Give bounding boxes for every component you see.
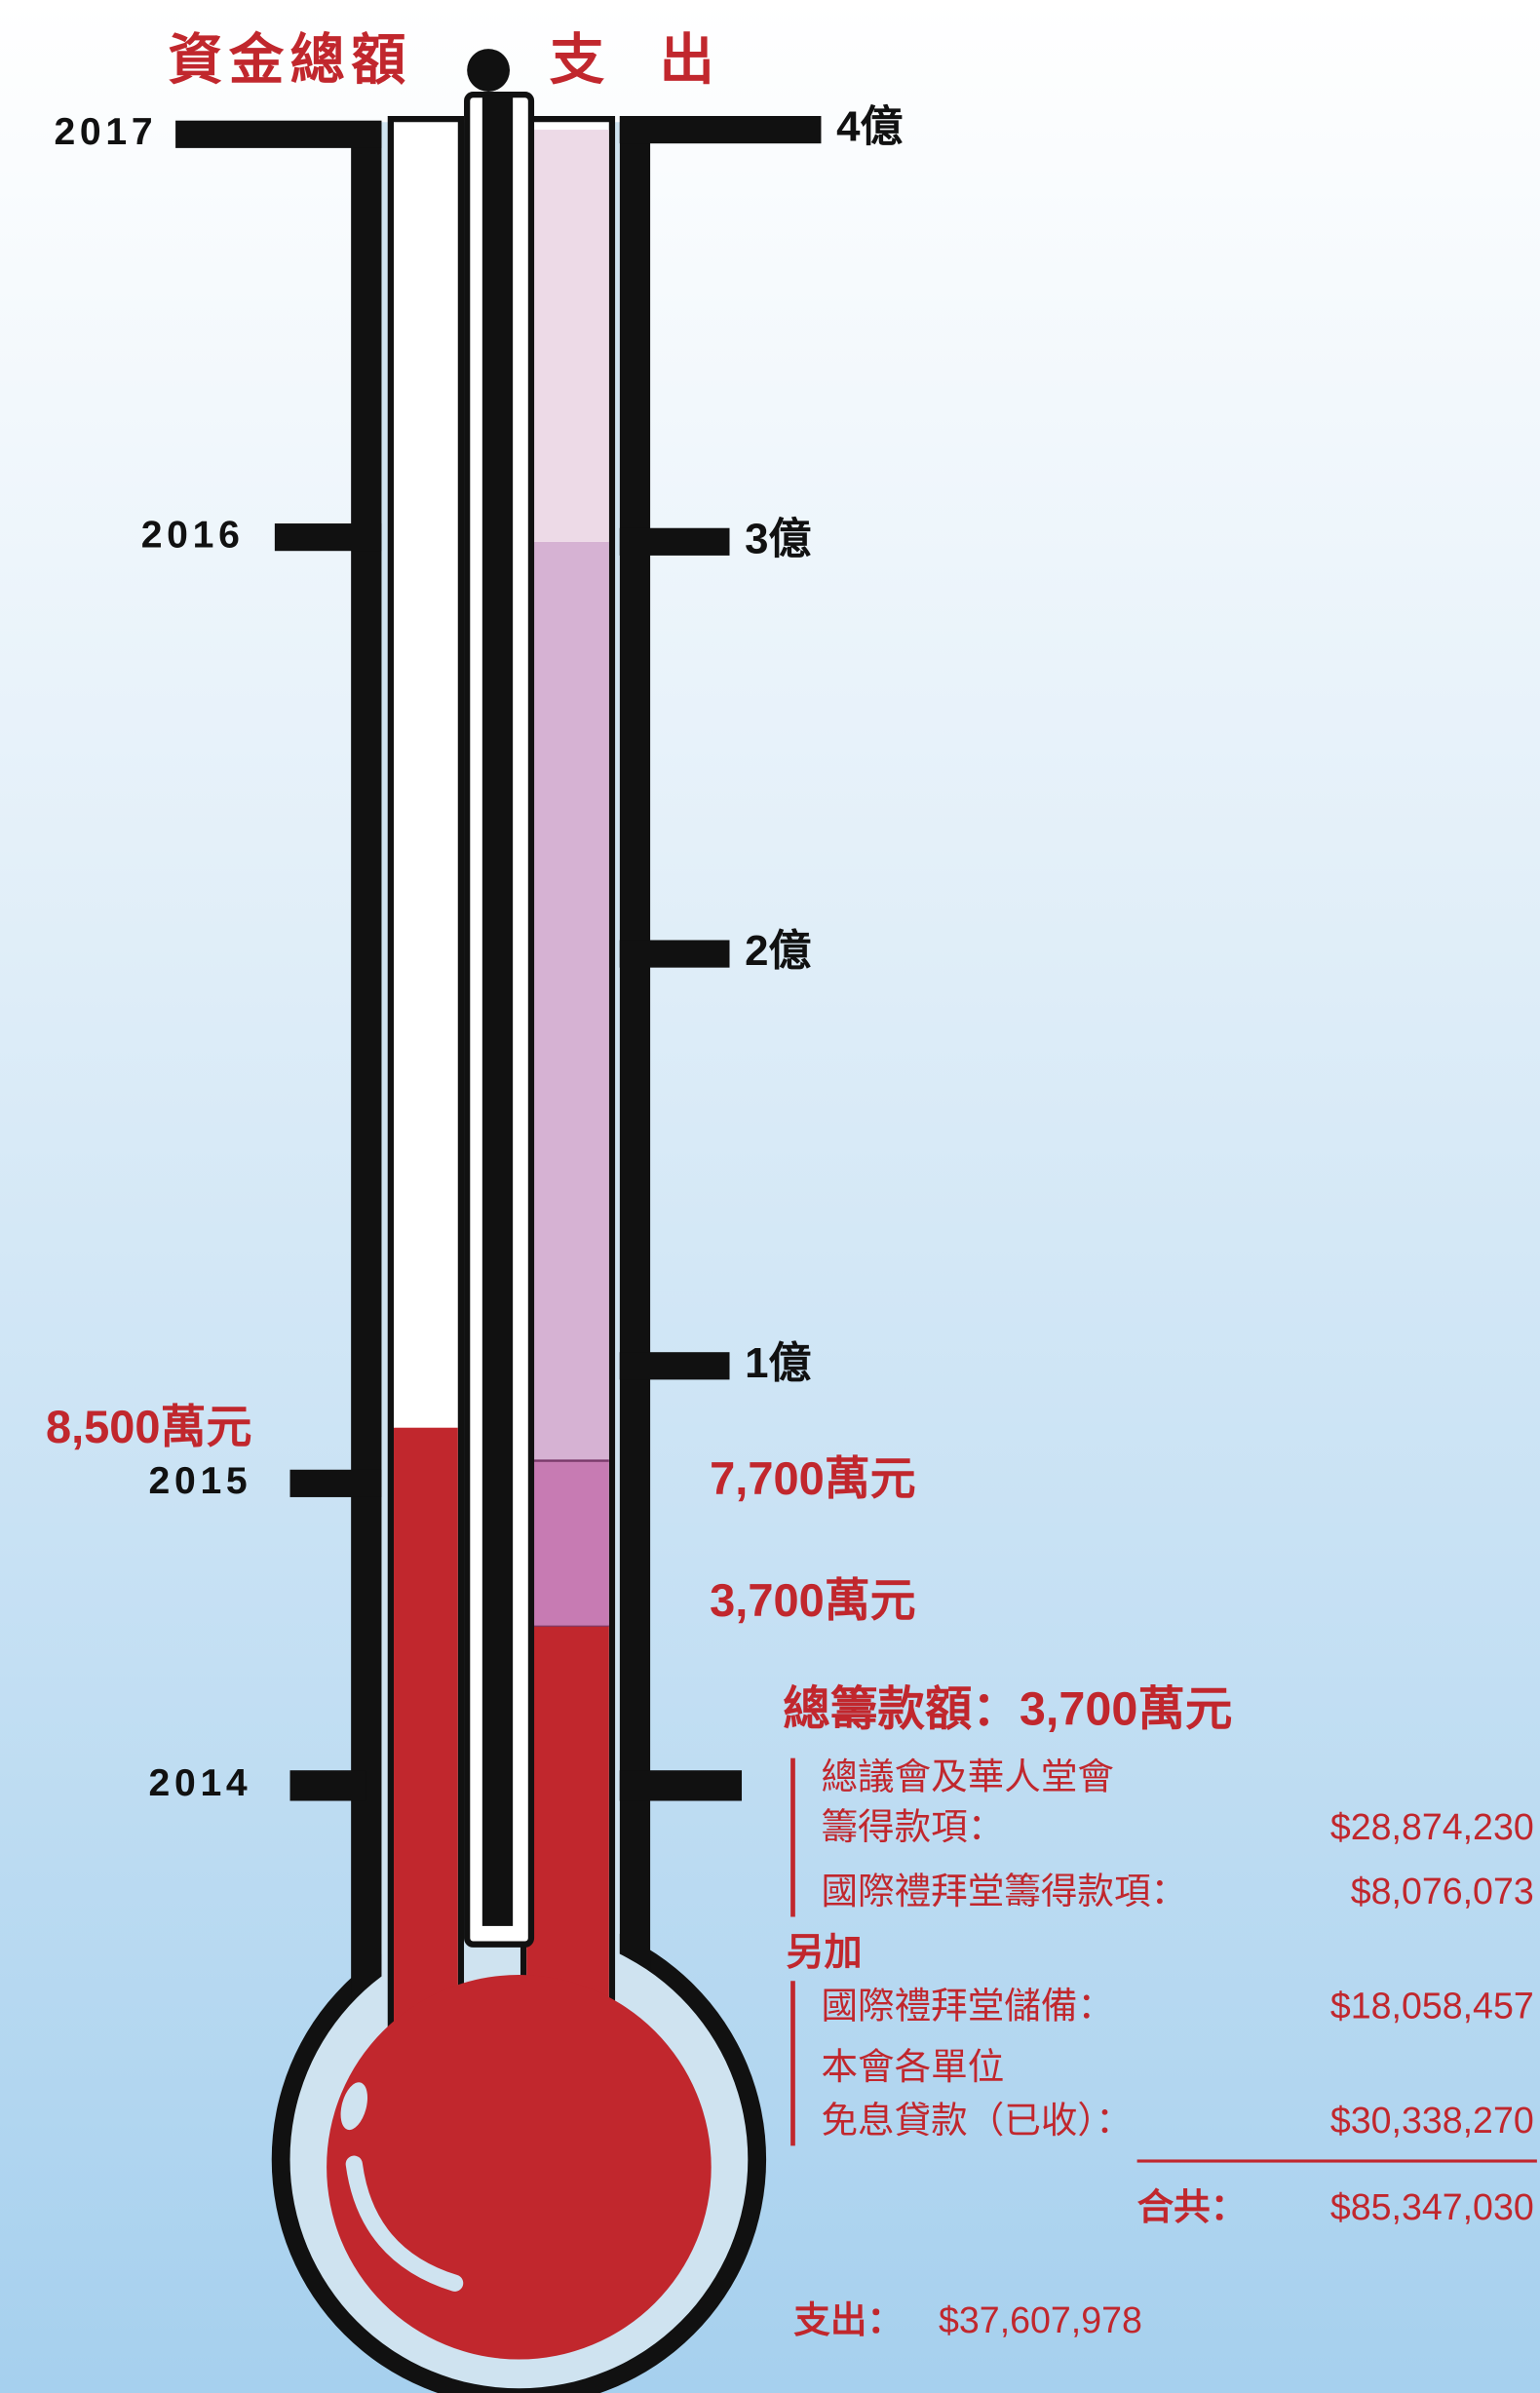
item-label: 籌得款項： (821, 1806, 1004, 1847)
bulb-fill (327, 1975, 712, 2360)
bracket (790, 1981, 795, 2146)
tick-bar (619, 115, 822, 144)
tick-bar (274, 523, 382, 552)
fund-fill (394, 1427, 458, 2039)
center-rod (481, 95, 514, 1926)
tick-bar (619, 527, 730, 556)
tick-bar (289, 1770, 366, 1801)
item-label: 免息貸款（已收）： (821, 2100, 1132, 2141)
y-tick-label: 1億 (745, 1339, 811, 1387)
value-label: 3,700萬元 (710, 1574, 915, 1626)
y-tick-label: 2億 (745, 927, 811, 975)
tick-bar (619, 940, 730, 968)
tick-bar (289, 1469, 382, 1497)
y-tick-label: 4億 (836, 103, 903, 151)
thermometer (271, 49, 767, 2393)
tick-bar (619, 1352, 730, 1380)
item-label: 總議會及華人堂會 (821, 1756, 1114, 1797)
total-rule (1136, 2159, 1537, 2163)
right-wall (619, 122, 651, 2015)
year-label: 2017 (54, 111, 157, 153)
subtitle: 支出 (550, 29, 769, 91)
summary-title: 總籌款額：3,700萬元 (783, 1683, 1232, 1736)
highlight (340, 2082, 368, 2131)
tube-band (526, 541, 609, 1461)
tick-bar (175, 120, 382, 148)
expense-segment (526, 1460, 609, 1626)
tube-band (526, 130, 609, 542)
expense-amount: $37,607,978 (939, 2299, 1142, 2340)
total-amount: $85,347,030 (1330, 2186, 1534, 2227)
left-wall (351, 122, 382, 2015)
item-amount: $28,874,230 (1330, 1806, 1534, 1847)
item-label: 國際禮拜堂籌得款項： (821, 1871, 1187, 1911)
expense-segment (526, 1625, 609, 2039)
extra-heading: 另加 (786, 1932, 862, 1974)
rod-ball (467, 49, 511, 92)
expense-label: 支出： (793, 2299, 904, 2340)
item-label: 國際禮拜堂儲備： (821, 1985, 1114, 2026)
value-label: 7,700萬元 (710, 1452, 915, 1504)
item-amount: $18,058,457 (1330, 1985, 1534, 2026)
item-label: 本會各單位 (821, 2046, 1004, 2087)
y-tick-label: 3億 (745, 515, 811, 562)
year-label: 2014 (149, 1762, 252, 1804)
year-label: 2015 (149, 1460, 252, 1502)
title: 資金總額 (168, 29, 412, 91)
bracket (790, 1757, 795, 1917)
tick-bar (619, 1770, 743, 1801)
value-label: 8,500萬元 (46, 1401, 251, 1452)
item-amount: $30,338,270 (1330, 2100, 1534, 2141)
total-label: 合共： (1137, 2186, 1248, 2227)
year-label: 2016 (141, 514, 245, 556)
highlight (345, 2155, 464, 2292)
item-amount: $8,076,073 (1351, 1871, 1534, 1911)
